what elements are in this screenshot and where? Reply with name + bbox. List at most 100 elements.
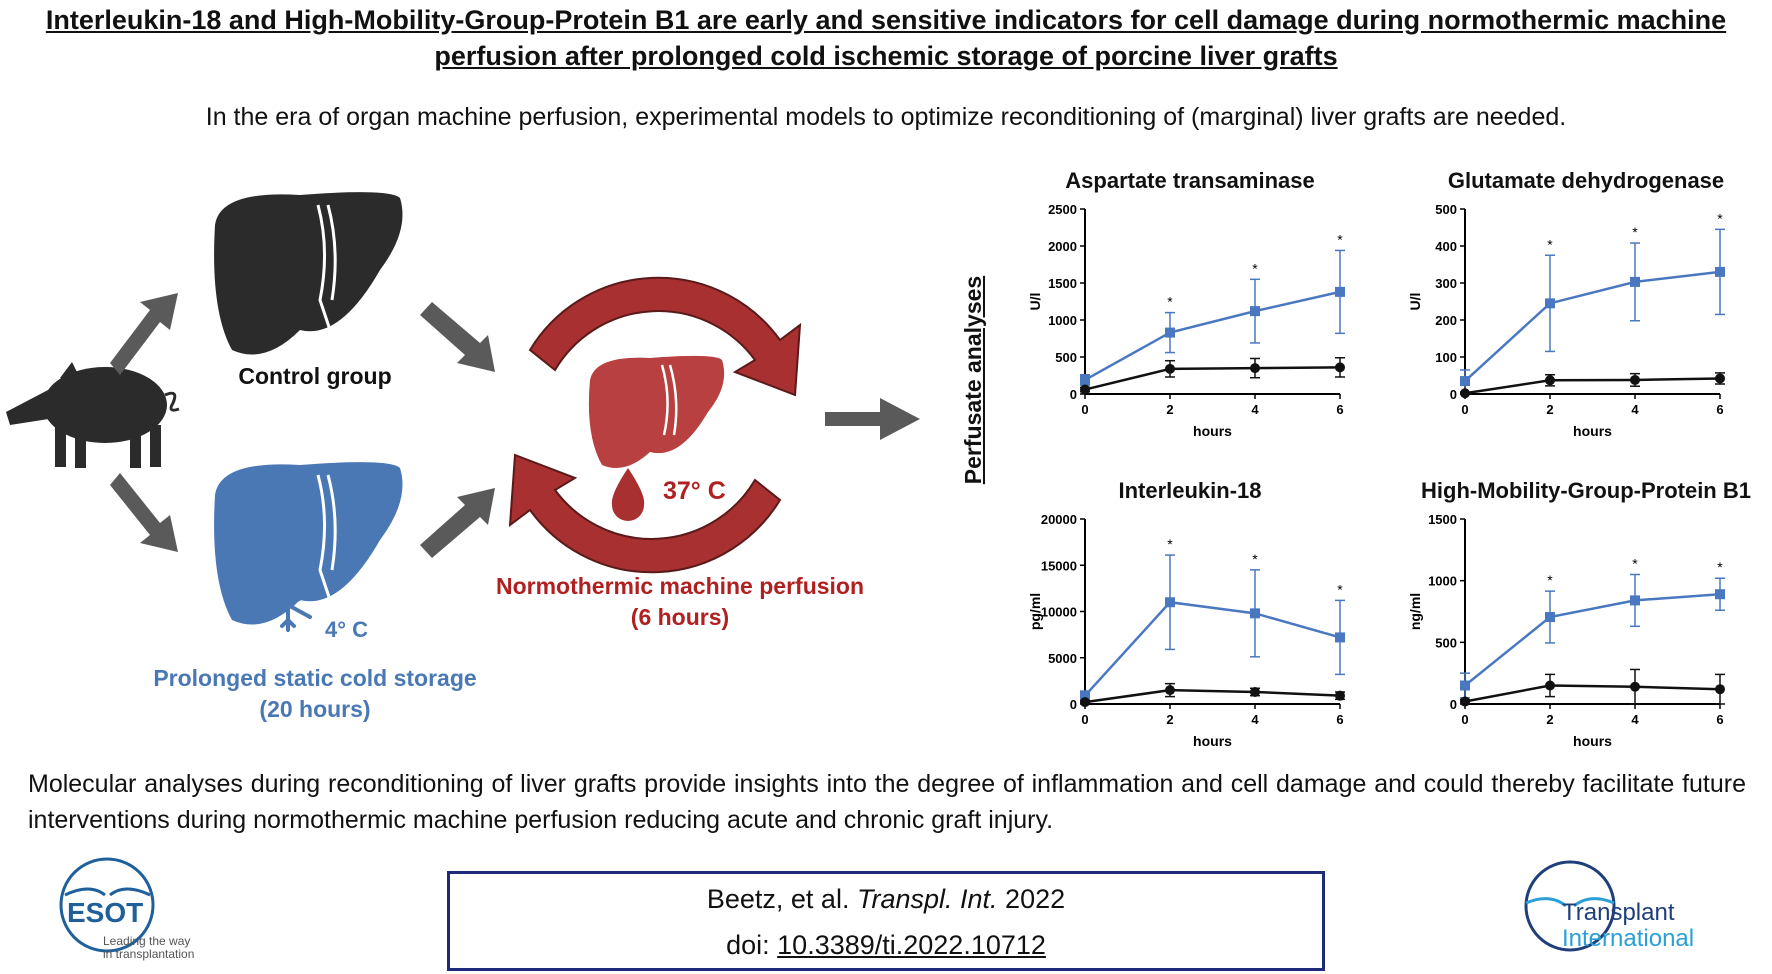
doi-link[interactable]: 10.3389/ti.2022.10712: [777, 930, 1046, 960]
cold-storage-label-line1: Prolonged static cold storage: [153, 665, 477, 691]
y-tick-label: 0: [1450, 697, 1457, 712]
ti-name-line2: International: [1562, 925, 1695, 952]
data-point: [1250, 608, 1260, 619]
y-tick-label: 2500: [1048, 202, 1077, 217]
arrow-to-control: [110, 293, 178, 375]
x-axis-label: hours: [1193, 733, 1232, 749]
x-tick-label: 6: [1716, 712, 1723, 727]
transplant-international-logo: Transplant International: [1520, 858, 1760, 968]
citation-journal: Transpl. Int.: [856, 884, 998, 914]
esot-name: ESOT: [67, 897, 144, 928]
y-tick-label: 500: [1435, 202, 1457, 217]
data-point: [1165, 685, 1175, 696]
y-tick-label: 0: [1070, 697, 1077, 712]
control-liver-icon: [214, 192, 403, 355]
y-tick-label: 300: [1435, 276, 1457, 291]
data-point: [1630, 374, 1640, 385]
nmp-liver-icon: [588, 355, 725, 469]
y-tick-label: 1500: [1428, 512, 1457, 527]
significance-marker: *: [1547, 572, 1553, 588]
chart-plot: 0 100 200 300 400 500 0 2 4 6 hours U/l * * *: [1407, 202, 1725, 439]
x-tick-label: 4: [1631, 402, 1639, 417]
droplet-icon: [611, 468, 645, 521]
series-line: [1084, 290, 1341, 382]
data-point: [1460, 376, 1470, 387]
circular-arrows-icon: [508, 276, 802, 574]
data-point: [1715, 266, 1725, 277]
chart-title: Glutamate dehydrogenase: [1447, 168, 1725, 193]
doi-prefix: doi:: [726, 930, 770, 960]
chart-title: Interleukin-18: [1118, 478, 1262, 503]
x-axis-label: hours: [1573, 423, 1612, 439]
x-tick-label: 2: [1546, 402, 1553, 417]
y-tick-label: 5000: [1048, 651, 1077, 666]
arrow-control-to-nmp: [420, 302, 495, 372]
data-point: [1715, 684, 1725, 695]
cold-storage-label-line2: (20 hours): [259, 696, 371, 722]
ti-name-line1: Transplant: [1562, 899, 1675, 926]
data-point: [1080, 697, 1090, 708]
significance-marker: *: [1337, 581, 1343, 597]
y-tick-label: 500: [1055, 350, 1077, 365]
data-point: [1460, 388, 1470, 399]
x-tick-label: 4: [1251, 402, 1259, 417]
esot-logo: ESOT Leading the way in transplantation: [55, 855, 255, 965]
x-tick-label: 0: [1461, 712, 1468, 727]
data-point: [1080, 384, 1090, 395]
x-tick-label: 4: [1631, 712, 1639, 727]
data-point: [1165, 327, 1175, 338]
y-tick-label: 20000: [1041, 512, 1077, 527]
citation-line: Beetz, et al. Transpl. Int. 2022: [450, 876, 1322, 922]
y-tick-label: 10000: [1041, 605, 1077, 620]
data-point: [1715, 589, 1725, 600]
series-line: [1464, 592, 1721, 687]
data-point: [1460, 696, 1470, 707]
nmp-label: Normothermic machine perfusion (6 hours): [470, 571, 890, 633]
y-axis-label: U/l: [1407, 293, 1423, 311]
significance-marker: *: [1337, 231, 1343, 247]
series-line: [1084, 688, 1341, 704]
cold-temperature-label: 4° C: [325, 617, 369, 642]
chart-title: High-Mobility-Group-Protein B1: [1421, 478, 1751, 503]
chart-title: Aspartate transaminase: [1065, 168, 1315, 193]
data-point: [1250, 363, 1260, 374]
nmp-label-line1: Normothermic machine perfusion: [495, 573, 865, 599]
data-point: [1545, 680, 1555, 691]
x-tick-label: 0: [1081, 712, 1088, 727]
chart-gldh: Glutamate dehydrogenase 0 100 200 300 400 500…: [1400, 168, 1772, 448]
y-tick-label: 15000: [1041, 558, 1077, 573]
y-tick-label: 0: [1070, 387, 1077, 402]
data-point: [1335, 690, 1345, 701]
data-point: [1545, 375, 1555, 386]
y-tick-label: 0: [1450, 387, 1457, 402]
arrow-cold-to-nmp: [420, 488, 495, 558]
ti-name: Transplant International: [1562, 900, 1694, 952]
x-tick-label: 2: [1166, 402, 1173, 417]
significance-marker: *: [1717, 559, 1723, 575]
y-tick-label: 1000: [1428, 574, 1457, 589]
arrow-to-cold: [110, 473, 178, 552]
page-title: Interleukin-18 and High-Mobility-Group-P…: [45, 5, 1727, 71]
data-point: [1630, 681, 1640, 692]
x-axis-label: hours: [1573, 733, 1612, 749]
data-point: [1335, 362, 1345, 373]
y-tick-label: 1500: [1048, 276, 1077, 291]
data-point: [1080, 690, 1090, 701]
data-point: [1545, 612, 1555, 623]
doi-line: doi: 10.3389/ti.2022.10712: [450, 922, 1322, 968]
ti-logo-mark: [1524, 860, 1616, 952]
subtitle: In the era of organ machine perfusion, e…: [205, 103, 1567, 131]
arrow-to-analyses: [825, 398, 920, 440]
citation-authors: Beetz, et al.: [706, 884, 850, 914]
chart-ast: Aspartate transaminase 0 500 1000 1500 2000 2…: [1020, 168, 1360, 448]
y-axis-label: ng/ml: [1407, 593, 1423, 630]
series-line: [1464, 270, 1721, 382]
significance-marker: *: [1717, 210, 1723, 226]
chart-il18: Interleukin-18 0 5000 10000 15000 20000 0 2 4 6 h…: [1020, 478, 1360, 758]
significance-marker: *: [1547, 236, 1553, 252]
experiment-illustration: [6, 192, 920, 632]
series-line: [1464, 377, 1721, 395]
y-axis-label: pg/ml: [1027, 593, 1043, 630]
data-point: [1165, 597, 1175, 608]
esot-logo-mark: [59, 857, 155, 953]
